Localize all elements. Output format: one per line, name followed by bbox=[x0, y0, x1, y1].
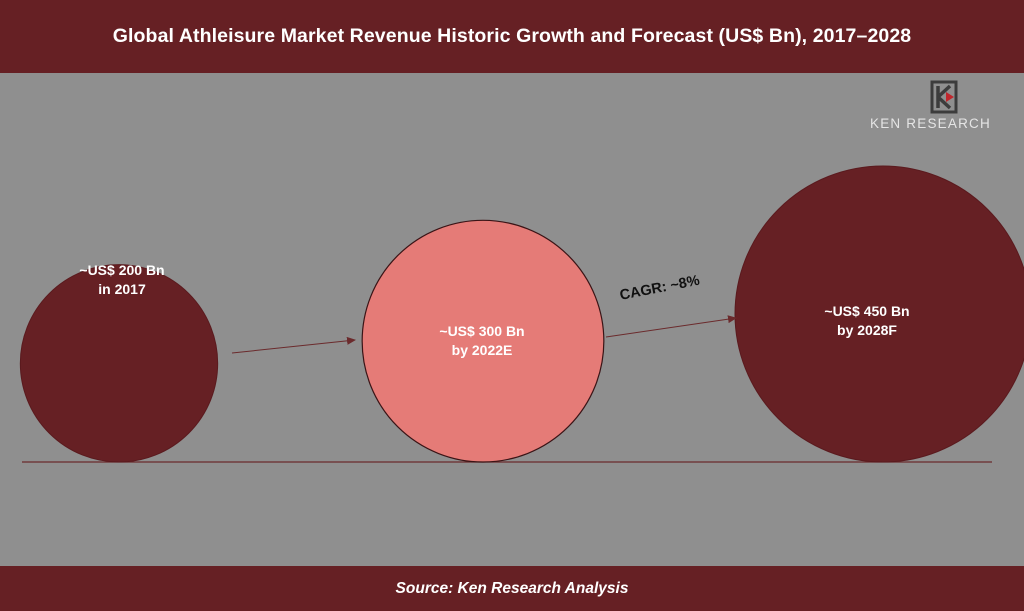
chart-footer: Source: Ken Research Analysis bbox=[0, 566, 1024, 611]
ken-research-logo-icon bbox=[930, 80, 958, 114]
ken-research-logo: KEN RESEARCH bbox=[870, 80, 1020, 135]
chart-title: Global Athleisure Market Revenue Histori… bbox=[112, 25, 912, 47]
logo-text: KEN RESEARCH bbox=[870, 116, 991, 131]
chart-header: Global Athleisure Market Revenue Histori… bbox=[0, 0, 1024, 73]
bubble-label-2022: ~US$ 300 Bn by 2022E bbox=[392, 322, 572, 360]
bubble-year-2022: by 2022E bbox=[451, 342, 513, 358]
bubble-chart bbox=[19, 165, 1024, 463]
arrow-2022-2028 bbox=[605, 315, 737, 338]
arrow-2017-2022 bbox=[231, 336, 356, 354]
bubble-value-2017: ~US$ 200 Bn bbox=[79, 262, 165, 278]
bubble-2022 bbox=[361, 219, 605, 463]
bubble-year-2017: in 2017 bbox=[98, 281, 146, 297]
bubble-label-2028: ~US$ 450 Bn by 2028F bbox=[777, 302, 957, 340]
bubble-value-2028: ~US$ 450 Bn bbox=[824, 303, 910, 319]
bubble-year-2028: by 2028F bbox=[837, 322, 897, 338]
bubble-value-2022: ~US$ 300 Bn bbox=[439, 323, 525, 339]
bubble-2017 bbox=[19, 264, 219, 463]
bubble-2028 bbox=[734, 165, 1024, 463]
source-text: Source: Ken Research Analysis bbox=[395, 579, 629, 597]
bubble-label-2017: ~US$ 200 Bn in 2017 bbox=[32, 261, 212, 299]
